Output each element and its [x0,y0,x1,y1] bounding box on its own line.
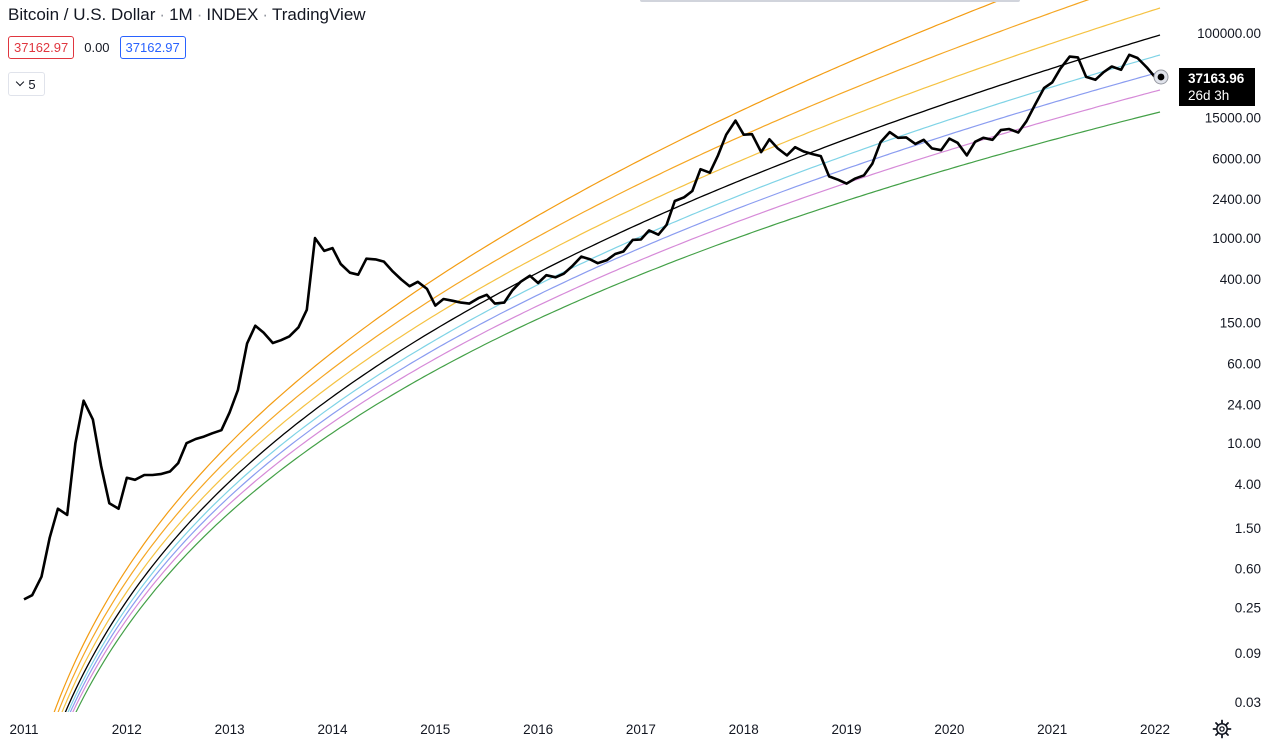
price-axis-scale[interactable]: 100000.00 15000.00 6000.00 2400.00 1000.00 40… [1175,0,1267,712]
separator: · [262,5,268,24]
y-tick-label: 15000.00 [1205,111,1261,126]
y-tick-label: 0.25 [1235,601,1261,616]
y-tick-label: 150.00 [1220,316,1261,331]
spread-value: 0.00 [84,40,110,55]
y-tick-label: 10.00 [1227,436,1261,451]
band-7-curve [56,89,1161,747]
symbol-legend[interactable]: Bitcoin / U.S. Dollar · 1M · INDEX · TradingVi… [8,5,366,25]
time-axis[interactable]: 2011 2012 2013 2014 2015 2016 2017 2018 2019 2020… [0,712,1175,742]
x-tick-label: 2016 [523,722,553,737]
y-tick-label: 1.50 [1235,521,1261,536]
price-series-line [23,53,1156,601]
bar-countdown: 26d 3h [1188,88,1229,103]
indicator-count: 5 [28,76,36,92]
separator: · [196,5,203,24]
y-tick-label: 100000.00 [1197,26,1261,41]
chart-area[interactable]: Bitcoin / U.S. Dollar · 1M · INDEX · TradingVi… [0,0,1175,747]
y-tick-label: 60.00 [1227,356,1261,371]
y-tick-label: 4.00 [1235,477,1261,492]
rainbow-bands [41,0,1161,747]
last-price-label-bg [1179,68,1255,106]
gear-icon[interactable] [1212,719,1232,739]
x-tick-label: 2014 [317,722,348,737]
x-tick-label: 2013 [215,722,245,737]
price-plot[interactable] [0,0,1175,747]
y-tick-label: 2400.00 [1212,192,1261,207]
x-tick-label: 2018 [729,722,759,737]
band-6-curve [54,71,1161,747]
time-axis-scale[interactable]: 2011 2012 2013 2014 2015 2016 2017 2018 2019 2020… [0,712,1175,742]
band-2-curve [44,0,1090,747]
y-tick-label: 24.00 [1227,397,1261,412]
last-price-label: 37163.96 26d 3h [1179,68,1255,106]
x-tick-label: 2015 [420,722,450,737]
y-tick-label: 0.03 [1235,695,1261,710]
quote-row: 37162.97 0.00 37162.97 [8,36,186,59]
x-tick-label: 2011 [9,722,38,737]
last-price-value: 37163.96 [1188,71,1245,86]
x-tick-label: 2012 [112,722,142,737]
y-tick-label: 0.09 [1235,646,1261,661]
band-4-curve [50,34,1161,747]
y-tick-label: 6000.00 [1212,151,1261,166]
interval-label[interactable]: 1M [169,5,193,24]
band-5-curve [52,54,1161,747]
y-tick-label: 1000.00 [1212,231,1261,246]
x-tick-label: 2017 [626,722,656,737]
bid-price-box[interactable]: 37162.97 [8,36,75,59]
popup-edge [640,0,1020,2]
x-tick-label: 2019 [831,722,861,737]
last-price-marker [1157,73,1165,81]
exchange-label: INDEX [206,5,259,24]
indicators-collapse-button[interactable]: 5 [8,72,45,96]
band-3-curve [48,7,1161,747]
x-tick-label: 2021 [1037,722,1067,737]
y-tick-label: 0.60 [1235,562,1261,577]
band-8-curve [59,111,1161,747]
y-tick-label: 400.00 [1220,272,1261,287]
price-axis[interactable]: 100000.00 15000.00 6000.00 2400.00 1000.00 40… [1175,0,1267,712]
symbol-name[interactable]: Bitcoin / U.S. Dollar [8,5,156,24]
platform-label: TradingView [272,5,366,24]
ask-price-box[interactable]: 37162.97 [119,36,186,59]
x-tick-label: 2022 [1140,722,1170,737]
band-1-curve [41,0,1002,747]
x-tick-label: 2020 [934,722,964,737]
chevron-down-icon [16,77,25,87]
separator: · [159,5,166,24]
